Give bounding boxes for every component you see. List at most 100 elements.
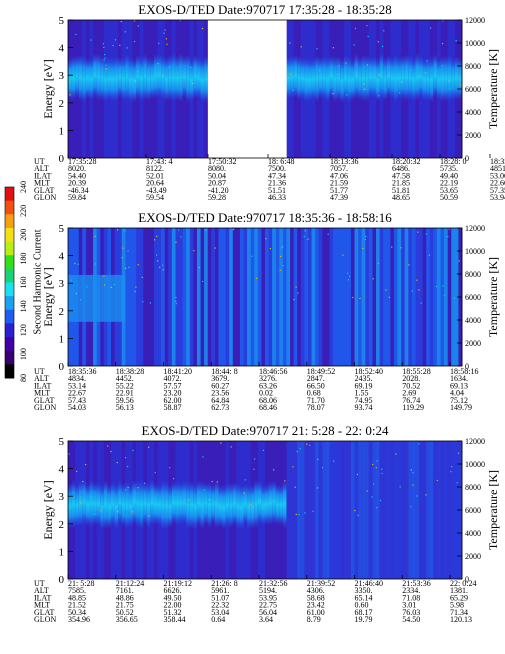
orbit-cell: 18:41:20 — [164, 367, 192, 376]
spectrogram-speckle — [458, 260, 460, 262]
orbit-cell: 20.64 — [146, 179, 164, 188]
spectrogram-speckle — [110, 450, 112, 453]
spectrogram-speckle — [216, 481, 218, 483]
spectrogram-column — [454, 228, 459, 366]
spectrogram-column — [315, 441, 320, 579]
spectrogram-band — [336, 55, 341, 101]
spectrogram-column — [182, 228, 187, 366]
spectrogram-speckle — [441, 65, 444, 67]
spectrogram-column — [318, 441, 323, 579]
orbit-cell: 22.91 — [116, 389, 134, 398]
spectrogram-column — [193, 228, 198, 366]
spectrogram-speckle — [90, 495, 92, 498]
spectrogram-column — [404, 441, 409, 579]
spectrogram-speckle — [254, 458, 256, 460]
y2-tick-label: 0 — [465, 154, 469, 163]
orbit-cell: 358.44 — [164, 615, 186, 624]
orbit-cell: 64.84 — [211, 396, 229, 405]
orbit-cell: 51.81 — [392, 186, 410, 195]
spectrogram-speckle — [90, 39, 92, 41]
spectrogram-band — [379, 53, 384, 100]
spectrogram-speckle — [162, 269, 165, 271]
spectrogram-speckle — [110, 507, 112, 510]
spectrogram-speckle — [204, 511, 206, 513]
spectrogram-band — [436, 58, 441, 100]
orbit-cell: 21:39:52 — [307, 579, 335, 588]
spectrogram-band — [132, 58, 137, 103]
spectrogram-band — [196, 480, 201, 526]
spectrogram-speckle — [354, 510, 356, 512]
spectrogram-band — [347, 56, 352, 103]
spectrogram-speckle — [408, 264, 410, 266]
spectrogram-speckle — [385, 289, 387, 291]
spectrogram-band — [71, 480, 76, 529]
spectrogram-column — [239, 228, 244, 366]
y-tick-label: 3 — [59, 70, 65, 82]
spectrogram-band — [315, 55, 320, 102]
orbit-cell: 3679. — [211, 374, 229, 383]
spectrogram-speckle — [375, 72, 377, 74]
spectrogram-speckle — [104, 57, 106, 59]
orbit-cell: 50.52 — [116, 608, 134, 617]
spectrogram-speckle — [378, 74, 380, 76]
orbit-cell: 76.03 — [402, 608, 420, 617]
spectrogram-speckle — [336, 73, 338, 75]
colorbar-swatch — [5, 241, 14, 256]
spectrogram-speckle — [367, 35, 369, 38]
spectrogram-speckle — [363, 83, 365, 85]
colorbar-swatch — [5, 187, 14, 202]
orbit-row-label: GLON — [34, 615, 56, 624]
spectrogram-column — [236, 228, 241, 366]
orbit-cell: 18:35:28 — [490, 157, 505, 166]
spectrogram-speckle — [127, 250, 129, 252]
orbit-cell: 1634. — [450, 374, 468, 383]
orbit-row-label: MLT — [34, 389, 50, 398]
spectrogram-band — [189, 58, 194, 102]
panel-1: EXOS-D/TED Date:970717 17:35:28 - 18:35:… — [34, 2, 505, 202]
spectrogram-band — [82, 55, 87, 103]
spectrogram-speckle — [122, 247, 124, 249]
spectrogram-speckle — [132, 449, 134, 452]
spectrogram-band — [179, 53, 184, 103]
spectrogram-speckle — [292, 466, 294, 468]
spectrogram-band — [333, 55, 338, 102]
orbit-cell: 68.17 — [355, 608, 373, 617]
colorbar-tick-label: 100 — [19, 348, 28, 360]
spectrogram-column — [433, 441, 438, 579]
orbit-cell: 3.01 — [402, 601, 416, 610]
spectrogram-column — [261, 228, 266, 366]
spectrogram-speckle — [166, 43, 168, 45]
colorbar-label: Second Harmonic Current — [32, 229, 43, 334]
spectrogram-band — [182, 481, 187, 525]
colorbar-swatch — [5, 309, 14, 324]
spectrogram-column — [247, 228, 252, 366]
spectrogram-speckle — [93, 513, 95, 515]
spectrogram-column — [454, 441, 459, 579]
orbit-cell: 17:43: 4 — [146, 157, 172, 166]
spectrogram-speckle — [127, 465, 129, 468]
orbit-cell: 1381. — [450, 586, 468, 595]
orbit-cell: 21.75 — [116, 601, 134, 610]
spectrogram-column — [340, 228, 345, 366]
spectrogram-column — [419, 228, 423, 366]
spectrogram-speckle — [193, 249, 195, 252]
spectrogram-speckle — [79, 299, 82, 301]
spectrogram-band — [383, 56, 388, 101]
spectrogram-speckle — [377, 262, 380, 265]
spectrogram-column — [350, 441, 355, 579]
y-tick-label: 4 — [59, 251, 65, 263]
spectrogram-speckle — [354, 27, 357, 30]
spectrogram-speckle — [154, 471, 156, 474]
spectrogram-column — [386, 441, 391, 579]
spectrogram-column — [157, 228, 162, 366]
spectrogram-speckle — [155, 254, 158, 256]
y-tick-label: 0 — [59, 153, 65, 165]
orbit-cell: 18:46:56 — [259, 367, 287, 376]
spectrogram-band — [293, 54, 298, 98]
orbit-cell: 0.68 — [307, 389, 321, 398]
spectrogram-speckle — [282, 245, 284, 248]
spectrogram-speckle — [442, 285, 444, 287]
spectrogram-speckle — [418, 289, 420, 291]
orbit-cell: 17:35:28 — [68, 157, 96, 166]
